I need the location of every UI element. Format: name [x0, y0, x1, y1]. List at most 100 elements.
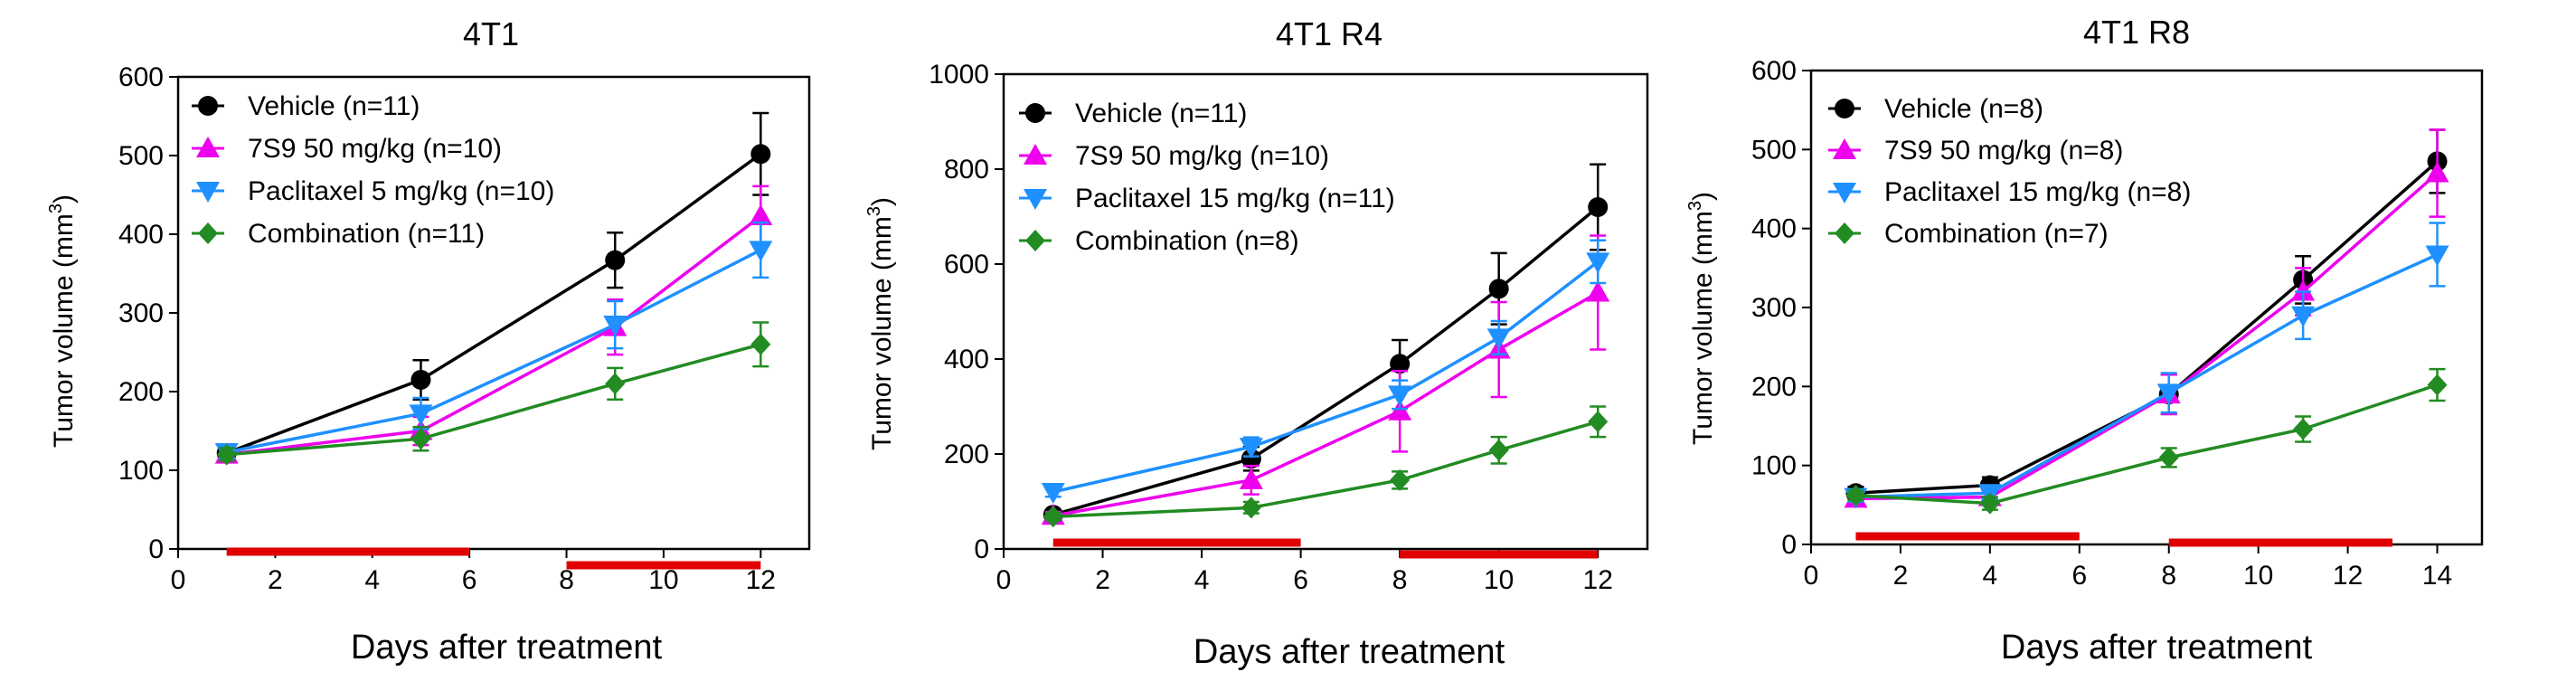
- x-tick-label: 0: [171, 565, 186, 595]
- legend-label: Vehicle (n=11): [248, 91, 420, 121]
- y-tick-label: 200: [1751, 372, 1797, 402]
- x-tick-label: 8: [2161, 561, 2176, 591]
- legend-marker: [1835, 99, 1854, 118]
- y-tick-label: 0: [1781, 530, 1797, 560]
- legend-item: Paclitaxel 5 mg/kg (n=10): [192, 176, 554, 206]
- legend-item: Combination (n=7): [1828, 219, 2109, 249]
- y-tick-label: 100: [1751, 451, 1797, 481]
- y-tick-label: 600: [944, 250, 989, 279]
- x-tick-label: 10: [1484, 565, 1514, 595]
- x-tick-label: 8: [1392, 565, 1408, 595]
- legend-label: Vehicle (n=11): [1075, 99, 1247, 128]
- legend-marker: [196, 182, 220, 203]
- x-tick-label: 6: [462, 565, 477, 595]
- data-point: [1486, 328, 1511, 350]
- legend: Vehicle (n=11) 7S9 50 mg/kg (n=10) Paclita…: [1019, 99, 1395, 256]
- legend-item: Combination (n=11): [192, 219, 485, 249]
- y-tick-label: 600: [1751, 56, 1797, 86]
- x-tick-label: 2: [268, 565, 283, 595]
- panel-title: 4T1: [463, 15, 519, 52]
- legend-label: 7S9 50 mg/kg (n=10): [1075, 141, 1329, 171]
- x-tick-label: 0: [1804, 561, 1819, 591]
- data-point: [1241, 449, 1261, 469]
- data-point: [1845, 484, 1866, 506]
- data-point: [2158, 446, 2179, 468]
- legend: Vehicle (n=11) 7S9 50 mg/kg (n=10) Paclita…: [192, 91, 554, 249]
- x-axis-label: Days after treatment: [1194, 633, 1505, 671]
- legend-label: 7S9 50 mg/kg (n=8): [1884, 136, 2123, 166]
- y-tick-label: 1000: [929, 60, 989, 90]
- x-tick-label: 14: [2422, 561, 2452, 591]
- y-axis-label: Tumor volume (mm3): [1685, 192, 1718, 445]
- panel-title: 4T1 R8: [2083, 14, 2190, 51]
- x-tick-label: 12: [746, 565, 776, 595]
- legend-label: 7S9 50 mg/kg (n=10): [248, 134, 502, 164]
- panel-4t1-r4: 4T1 R4 Days after treatment Tumor volume…: [864, 15, 1649, 671]
- y-tick-label: 400: [1751, 214, 1797, 244]
- y-tick-label: 0: [974, 534, 989, 564]
- data-point: [410, 428, 431, 450]
- data-point: [1979, 492, 2000, 515]
- legend-item: Paclitaxel 15 mg/kg (n=8): [1828, 177, 2191, 207]
- series-line: [226, 152, 762, 455]
- x-axis-label: Days after treatment: [351, 629, 663, 667]
- data-point: [1588, 411, 1609, 433]
- series-3: [216, 321, 771, 466]
- series-0: [216, 111, 771, 463]
- legend-marker: [1835, 222, 1854, 244]
- legend-item: Paclitaxel 15 mg/kg (n=11): [1019, 184, 1395, 213]
- x-tick-label: 6: [1293, 565, 1308, 595]
- x-tick-label: 10: [648, 565, 678, 595]
- data-point: [1390, 468, 1411, 491]
- series-line: [226, 343, 761, 457]
- data-point: [1586, 252, 1610, 274]
- x-tick-label: 4: [1983, 561, 1998, 591]
- legend-item: 7S9 50 mg/kg (n=8): [1828, 136, 2123, 166]
- legend-item: Vehicle (n=8): [1828, 94, 2043, 124]
- data-point: [409, 404, 433, 426]
- y-tick-label: 500: [118, 141, 164, 171]
- legend-marker: [198, 222, 218, 244]
- y-tick-label: 800: [944, 155, 989, 184]
- x-tick-label: 2: [1095, 565, 1110, 595]
- data-point: [749, 203, 773, 225]
- legend-marker: [1024, 189, 1047, 210]
- data-point: [1241, 497, 1261, 519]
- y-tick-label: 300: [1751, 293, 1797, 323]
- data-point: [750, 333, 771, 355]
- legend-marker: [1833, 138, 1856, 159]
- y-tick-label: 500: [1751, 135, 1797, 165]
- legend-item: 7S9 50 mg/kg (n=10): [192, 134, 502, 164]
- y-tick-label: 200: [944, 440, 989, 469]
- series-3: [1845, 367, 2448, 515]
- data-point: [603, 316, 627, 337]
- data-point: [749, 241, 773, 262]
- legend-label: Combination (n=7): [1884, 219, 2109, 249]
- data-point: [2293, 418, 2314, 440]
- x-tick-label: 8: [559, 565, 574, 595]
- legend-marker: [1025, 230, 1045, 251]
- legend-label: Paclitaxel 15 mg/kg (n=8): [1884, 177, 2191, 207]
- y-tick-label: 400: [944, 345, 989, 374]
- plot-frame: [1002, 72, 1649, 551]
- legend-item: 7S9 50 mg/kg (n=10): [1019, 141, 1329, 171]
- y-tick-label: 400: [118, 220, 164, 250]
- data-point: [1488, 439, 1509, 461]
- y-tick-label: 300: [118, 298, 164, 328]
- panel-4t1: 4T1 Days after treatment Tumor volume (m…: [46, 15, 811, 667]
- series-line: [226, 248, 762, 454]
- x-tick-label: 12: [2333, 561, 2363, 591]
- legend-marker: [1025, 103, 1045, 123]
- data-point: [1239, 468, 1263, 489]
- legend-item: Vehicle (n=11): [1019, 99, 1247, 128]
- legend-marker: [1833, 183, 1856, 203]
- y-axis-label: Tumor volume (mm3): [864, 197, 897, 450]
- data-point: [2291, 306, 2316, 327]
- x-tick-label: 4: [364, 565, 380, 595]
- panel-title: 4T1 R4: [1276, 15, 1382, 52]
- x-tick-label: 0: [996, 565, 1012, 595]
- legend-label: Vehicle (n=8): [1884, 94, 2043, 124]
- y-tick-label: 0: [148, 534, 164, 564]
